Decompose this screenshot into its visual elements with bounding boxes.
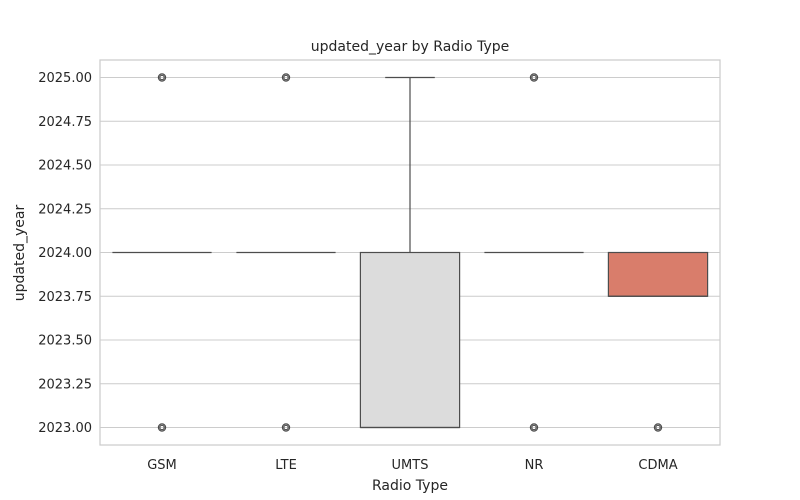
x-tick-label: LTE (275, 458, 297, 473)
x-tick-label: UMTS (392, 458, 429, 473)
outlier-point (653, 423, 663, 432)
outlier-point-inner (159, 74, 165, 81)
y-tick-label: 2025.00 (38, 71, 92, 86)
iqr-box (607, 251, 709, 297)
x-tick-label: CDMA (638, 458, 677, 473)
outlier-point (157, 73, 167, 82)
outlier-point (529, 423, 539, 432)
outlier-point-inner (283, 424, 289, 431)
boxes (112, 73, 709, 432)
y-tick-label: 2024.50 (38, 159, 92, 174)
y-tick-label: 2023.50 (38, 334, 92, 349)
y-axis-label: updated_year (12, 205, 28, 302)
outlier-point (281, 73, 291, 82)
y-tick-label: 2024.75 (38, 115, 92, 130)
box-nr (484, 73, 584, 432)
chart-title: updated_year by Radio Type (311, 39, 509, 55)
x-tick-labels: GSM LTE UMTS NR CDMA (147, 458, 677, 473)
outlier-point-inner (531, 424, 537, 431)
outlier-point-inner (159, 424, 165, 431)
outlier-point (529, 73, 539, 82)
box-gsm (112, 73, 212, 432)
outlier-point-inner (655, 424, 661, 431)
outlier-point (281, 423, 291, 432)
y-tick-label: 2023.00 (38, 421, 92, 436)
y-tick-label: 2023.25 (38, 377, 92, 392)
box-cdma (607, 251, 709, 432)
plot-frame (99, 59, 721, 446)
x-axis-label: Radio Type (372, 478, 448, 494)
outlier-point-inner (531, 74, 537, 81)
y-tick-label: 2024.00 (38, 246, 92, 261)
x-tick-label: GSM (147, 458, 177, 473)
y-tick-label: 2024.25 (38, 202, 92, 217)
y-tick-label: 2023.75 (38, 290, 92, 305)
y-tick-labels: 2023.00 2023.25 2023.50 2023.75 2024.00 2024.… (38, 71, 92, 436)
box-lte (236, 73, 336, 432)
iqr-box (359, 251, 461, 429)
outlier-point (157, 423, 167, 432)
outlier-point-inner (283, 74, 289, 81)
x-tick-label: NR (525, 458, 544, 473)
box-umts (359, 76, 461, 429)
